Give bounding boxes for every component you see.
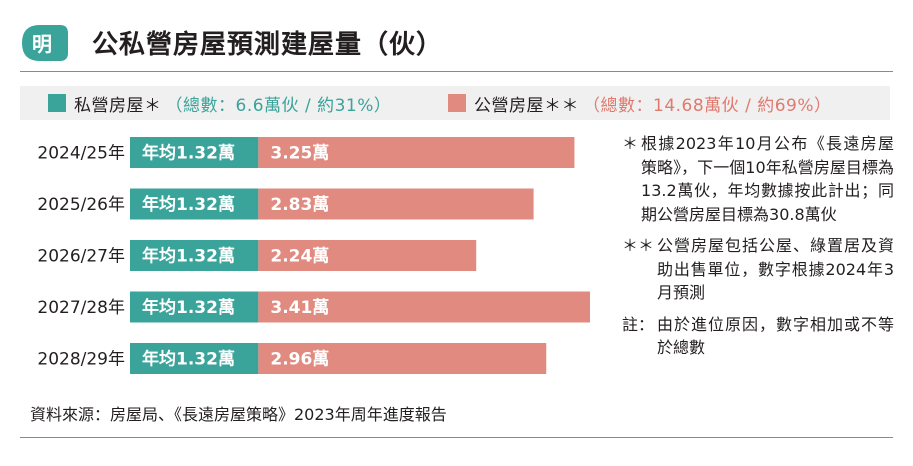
category-label: 2024/25年	[37, 144, 125, 164]
legend-note-public: （總數：14.68萬伙 / 約69%）	[583, 95, 832, 116]
bar-value-label: 2.24萬	[270, 246, 329, 267]
legend-label-private: 私營房屋＊	[74, 95, 162, 116]
legend-label-public: 公營房屋＊＊	[474, 95, 579, 116]
bar-value-label: 年均1.32萬	[142, 246, 235, 267]
bar-segment-private	[130, 291, 259, 323]
footnote-text: 公營房屋包括公屋、綠置居及資助出售單位，數字根據2024年3月預測	[657, 236, 894, 302]
footnote-text: 根據2023年10月公布《長遠房屋策略》，下一個10年私營房屋目標為13.2萬伙…	[641, 134, 894, 224]
footnote-text: 由於進位原因，數字相加或不等於總數	[657, 314, 894, 358]
bar-value-label: 年均1.32萬	[142, 194, 235, 215]
legend-note-private: （總數：6.6萬伙 / 約31%）	[165, 95, 392, 116]
footnotes: ＊ 根據2023年10月公布《長遠房屋策略》，下一個10年私營房屋目標為13.2…	[622, 132, 894, 368]
svg-text:明: 明	[32, 32, 52, 56]
bar-value-label: 2.83萬	[270, 194, 329, 215]
footnote-rounding: 註： 由於進位原因，數字相加或不等於總數	[622, 313, 894, 360]
bar-segment-private	[130, 343, 259, 374]
bar-segment-private	[130, 137, 259, 168]
category-label: 2025/26年	[37, 195, 125, 215]
bar-segment-public	[258, 188, 534, 220]
footnote-mark: ＊	[622, 134, 639, 153]
title-divider	[20, 71, 893, 72]
bar-segment-private	[130, 188, 259, 220]
source-credit: 資料來源：房屋局、《長遠房屋策略》2023年周年進度報告	[30, 405, 447, 424]
category-label: 2027/28年	[37, 298, 125, 318]
legend-swatch-public	[448, 94, 466, 112]
legend-swatch-private	[48, 94, 66, 112]
category-label: 2028/29年	[37, 350, 125, 370]
footnote-private: ＊ 根據2023年10月公布《長遠房屋策略》，下一個10年私營房屋目標為13.2…	[622, 132, 894, 226]
chart-legend: 私營房屋＊ （總數：6.6萬伙 / 約31%） 公營房屋＊＊ （總數：14.68…	[20, 86, 890, 120]
legend-item-public: 公營房屋＊＊ （總數：14.68萬伙 / 約69%）	[448, 86, 832, 120]
bar-value-label: 2.96萬	[270, 349, 329, 370]
ming-pao-logo-icon: 明	[20, 22, 70, 64]
footnote-public: ＊＊ 公營房屋包括公屋、綠置居及資助出售單位，數字根據2024年3月預測	[622, 234, 894, 305]
footnote-mark: 註：	[622, 314, 655, 334]
bar-value-label: 年均1.32萬	[142, 349, 235, 370]
bar-value-label: 3.25萬	[270, 143, 329, 164]
bar-segment-public	[258, 343, 547, 374]
bar-value-label: 年均1.32萬	[142, 143, 235, 164]
bottom-divider	[20, 437, 893, 438]
category-label: 2026/27年	[37, 247, 125, 267]
bar-segment-private	[130, 240, 259, 271]
bar-segment-public	[258, 240, 477, 271]
bar-segment-public	[258, 291, 590, 323]
bar-value-label: 3.41萬	[270, 297, 329, 318]
bar-value-label: 年均1.32萬	[142, 297, 235, 318]
legend-item-private: 私營房屋＊ （總數：6.6萬伙 / 約31%）	[48, 86, 391, 120]
footnote-mark: ＊＊	[622, 236, 655, 255]
bar-segment-public	[258, 137, 575, 168]
page-title: 公私營房屋預測建屋量（伙）	[92, 30, 444, 60]
